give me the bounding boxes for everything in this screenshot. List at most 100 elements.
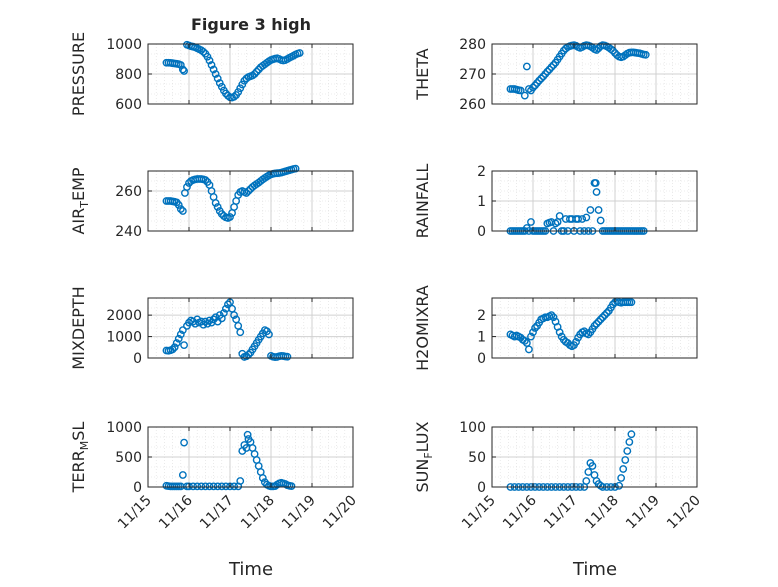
data-point xyxy=(178,471,187,479)
data-point xyxy=(291,164,300,173)
data-point xyxy=(168,345,177,354)
data-point xyxy=(535,76,544,85)
data-point xyxy=(243,430,252,439)
data-point xyxy=(549,313,558,322)
data-point xyxy=(205,316,214,325)
data-point xyxy=(520,91,529,100)
subplot-air-temp: 240 260 AIRTEMP xyxy=(69,164,354,240)
y-tick-label: 240 xyxy=(115,224,142,240)
y-tick-label: 500 xyxy=(115,450,142,466)
y-tick-label: 1 xyxy=(477,194,486,210)
data-point xyxy=(244,187,253,195)
data-point xyxy=(172,339,181,347)
data-point xyxy=(178,65,187,74)
x-tick-label: 11/17 xyxy=(541,493,581,533)
data-point xyxy=(598,313,607,322)
data-point xyxy=(252,67,261,76)
data-point xyxy=(527,218,535,226)
data-point xyxy=(174,334,183,343)
data-point xyxy=(209,65,218,74)
data-point xyxy=(582,213,591,222)
y-tick-label: 1000 xyxy=(106,420,142,436)
subplot-mixdepth: 0 1000 2000 MIXDEPTH xyxy=(69,286,354,370)
subplot-theta: 260 270 280 THETA xyxy=(413,37,698,113)
y-tick-label: 800 xyxy=(115,67,142,83)
data-point xyxy=(525,345,533,354)
x-tick-label: 11/18 xyxy=(238,493,278,533)
data-point xyxy=(201,482,210,491)
data-point xyxy=(623,447,632,455)
data-point xyxy=(520,336,529,345)
data-point xyxy=(215,79,224,87)
data-point xyxy=(176,205,185,213)
data-point xyxy=(621,456,630,464)
y-tick-label: 0 xyxy=(133,351,142,367)
data-point xyxy=(529,83,537,92)
data-point xyxy=(226,213,234,221)
y-tick-label: 2 xyxy=(477,308,486,324)
data-point xyxy=(555,328,564,337)
y-tick-label: 0 xyxy=(477,351,486,367)
data-point xyxy=(584,468,593,476)
data-point xyxy=(217,482,226,491)
y-tick-label: 270 xyxy=(459,67,486,83)
data-point xyxy=(258,474,267,482)
subplot-pressure: 600 800 1000 PRESSURE xyxy=(69,32,354,116)
y-tick-label: 1 xyxy=(477,330,486,346)
subplot-terr-msl: 0 500 1000 TERRMSL 11/15 11/16 11/17 11/18 11/19… xyxy=(69,420,360,532)
x-tick-label: 11/15 xyxy=(459,493,499,533)
data-point xyxy=(174,201,183,209)
data-point xyxy=(224,300,232,309)
data-point xyxy=(236,477,245,485)
x-tick-label: 11/19 xyxy=(623,493,663,533)
data-point xyxy=(201,176,210,184)
data-point xyxy=(627,430,636,439)
data-point xyxy=(590,321,599,330)
data-point xyxy=(178,207,187,215)
y-tick-label: 0 xyxy=(133,480,142,496)
data-point xyxy=(527,332,535,341)
data-point xyxy=(197,482,206,491)
y-tick-label: 0 xyxy=(477,224,486,240)
data-point xyxy=(242,189,251,197)
data-point xyxy=(547,311,556,320)
data-point xyxy=(213,203,222,211)
subplot-h2omixra: 0 1 2 H2OMIXRA xyxy=(413,285,698,371)
data-point xyxy=(615,481,623,490)
y-axis-label: RAINFALL xyxy=(413,164,432,239)
data-point xyxy=(625,438,634,446)
y-tick-label: 50 xyxy=(468,450,486,466)
data-point xyxy=(529,328,537,337)
data-point xyxy=(209,315,218,324)
data-point xyxy=(265,330,273,339)
data-point xyxy=(591,179,600,187)
x-tick-label: 11/19 xyxy=(279,493,319,533)
data-point xyxy=(207,61,216,69)
data-point xyxy=(209,482,218,491)
data-point xyxy=(236,328,245,337)
x-tick-label: 11/17 xyxy=(197,493,237,533)
data-point xyxy=(592,46,601,54)
data-point xyxy=(180,67,188,75)
data-point xyxy=(189,482,198,491)
data-point xyxy=(641,50,650,59)
data-point xyxy=(180,341,188,350)
data-point xyxy=(594,206,603,214)
data-point xyxy=(295,49,304,57)
data-point xyxy=(543,67,552,76)
data-point xyxy=(555,212,564,220)
data-point xyxy=(205,56,214,65)
data-point xyxy=(199,47,208,56)
data-point xyxy=(582,477,591,485)
y-tick-label: 260 xyxy=(115,184,142,200)
data-point xyxy=(234,88,243,96)
data-point xyxy=(596,216,605,225)
data-point xyxy=(180,438,188,447)
x-tick-label: 11/18 xyxy=(582,493,622,533)
data-point xyxy=(592,319,601,328)
y-tick-label: 2 xyxy=(477,164,486,180)
x-tick-label: 11/15 xyxy=(115,493,155,533)
data-point xyxy=(176,61,185,69)
